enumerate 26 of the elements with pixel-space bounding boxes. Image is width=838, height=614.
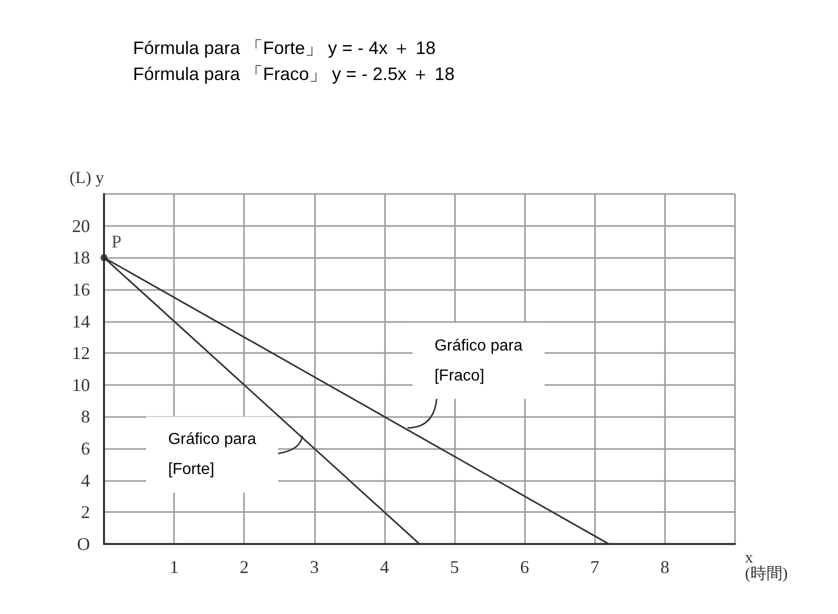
y-tick-label: O (77, 534, 90, 554)
x-tick-label: 6 (520, 557, 530, 577)
y-tick-label: 12 (72, 343, 90, 364)
x-tick-label: 3 (310, 557, 319, 577)
x-tick-label: 1 (170, 557, 179, 577)
y-tick-label: 14 (72, 311, 90, 332)
data-label: P (112, 232, 122, 252)
annotation: Gráfico para [Fraco] (434, 337, 523, 384)
y-tick-label: 6 (81, 438, 90, 459)
x-axis-title: x (時間) (745, 550, 788, 582)
x-tick-label: 8 (660, 557, 670, 577)
y-tick-label: 18 (72, 248, 90, 268)
chart-subtitle: Fórmula para 「Fraco」 y = - 2.5x ＋ 18 (133, 64, 455, 84)
y-axis-title: (L) y (70, 168, 104, 187)
chart-title: Fórmula para 「Forte」 y = - 4x ＋ 18 (133, 38, 436, 58)
x-tick-label: 5 (450, 557, 460, 577)
y-tick-label: 4 (81, 470, 90, 490)
annotation: Gráfico para [Forte] (168, 431, 256, 478)
y-tick-label: 2 (81, 502, 90, 522)
y-tick-label: 20 (72, 216, 90, 236)
y-tick-label: 8 (81, 406, 90, 427)
x-tick-label: 7 (590, 557, 600, 577)
y-tick-label: 10 (72, 374, 90, 395)
x-tick-label: 2 (240, 557, 249, 577)
y-tick-label: 16 (72, 279, 90, 300)
x-tick-label: 4 (380, 557, 389, 577)
